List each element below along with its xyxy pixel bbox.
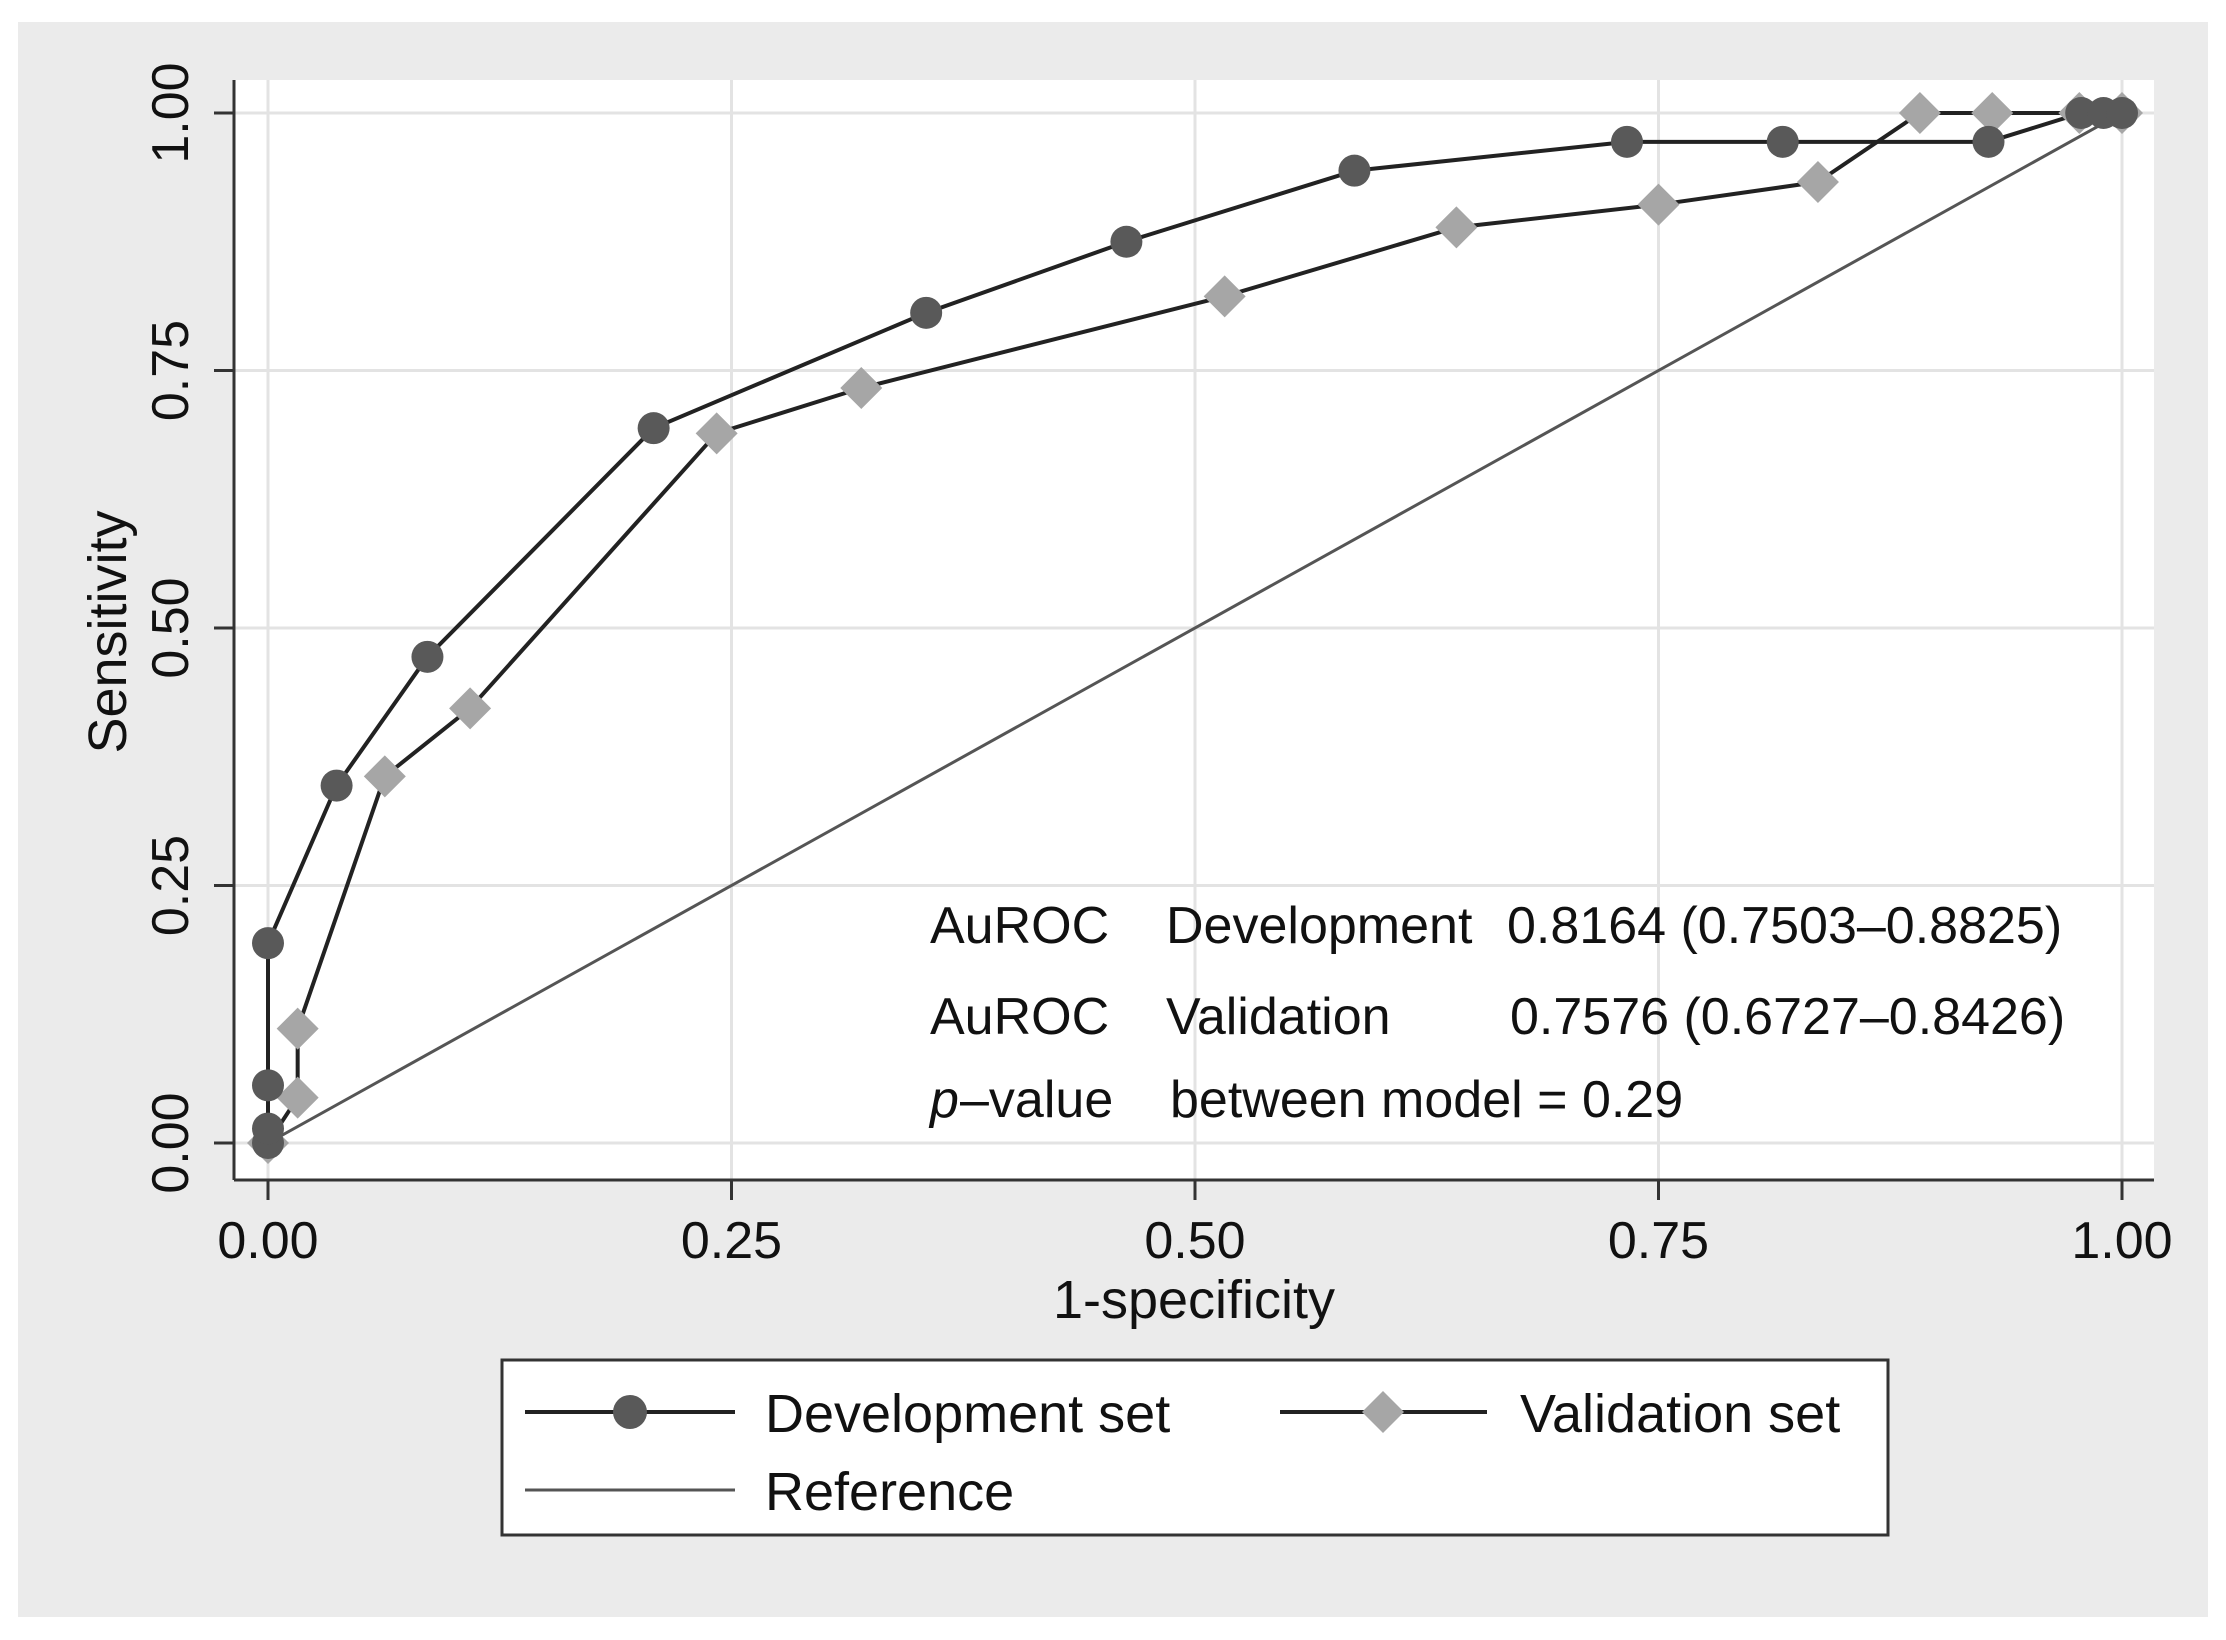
annotation-line1-label: AuROC (930, 897, 1109, 955)
development-set-point (252, 927, 284, 960)
validation-set-point (1637, 183, 1680, 226)
validation-set-point (276, 1007, 319, 1050)
legend-development-marker (613, 1395, 647, 1429)
development-set-point (252, 1112, 284, 1145)
development-set-point (2106, 97, 2138, 129)
series-layer (247, 92, 2143, 1164)
annotation-line2-label: AuROC (930, 988, 1109, 1046)
development-set-point (637, 412, 670, 445)
legend-validation-label: Validation set (1520, 1384, 1840, 1444)
development-set-point (252, 1069, 284, 1102)
development-set-point (1766, 125, 1799, 158)
legend: Development set Validation set Reference (500, 1358, 1890, 1537)
x-axis-title: 1-specificity (1053, 1270, 1335, 1330)
y-tick-label: 0.25 (142, 835, 200, 936)
y-tick-label: 0.75 (142, 320, 200, 421)
validation-set-point (1796, 161, 1839, 204)
development-set-point (1610, 125, 1643, 158)
validation-set-point (695, 412, 738, 455)
development-set-point (1972, 125, 2005, 158)
development-set-point (320, 769, 353, 802)
validation-set-point (1971, 92, 2014, 134)
validation-set-point (276, 1076, 319, 1119)
x-tick-label: 0.00 (217, 1212, 318, 1270)
auroc-annotation: AuROC Development 0.8164 (0.7503–0.8825)… (928, 897, 2065, 1129)
y-tick-label: 0.00 (142, 1092, 200, 1193)
annotation-line1-set: Development (1166, 897, 1473, 955)
development-set-point (411, 640, 444, 673)
development-set-point (910, 296, 943, 329)
annotation-line3-suffix: –value (960, 1071, 1113, 1129)
reference-line (267, 111, 2123, 1145)
development-set-line (266, 111, 2122, 1143)
legend-reference-label: Reference (765, 1462, 1014, 1522)
x-tick-label: 0.75 (1608, 1212, 1709, 1270)
y-tick-label: 0.50 (142, 577, 200, 678)
validation-set-point (449, 687, 492, 730)
development-set-point (2065, 97, 2098, 129)
x-tick-label: 0.50 (1144, 1212, 1245, 1270)
validation-set-point (1203, 275, 1246, 318)
annotation-line2-value: 0.7576 (0.6727–0.8426) (1510, 988, 2065, 1046)
legend-validation-marker (1362, 1391, 1404, 1433)
validation-set-point (1898, 92, 1941, 134)
y-tick-label: 1.00 (142, 62, 200, 163)
development-set-point (1338, 154, 1371, 187)
annotation-line3-p: p (928, 1071, 959, 1129)
x-tick-label: 1.00 (2071, 1212, 2172, 1270)
legend-development-label: Development set (765, 1384, 1170, 1444)
annotation-line2-set: Validation (1166, 988, 1391, 1046)
x-tick-label: 0.25 (681, 1212, 782, 1270)
y-axis-title: Sensitivity (78, 510, 138, 753)
annotation-line3-text: between model = 0.29 (1170, 1071, 1683, 1129)
development-set-point (1110, 225, 1143, 258)
validation-set-point (363, 755, 406, 798)
annotation-line1-value: 0.8164 (0.7503–0.8825) (1507, 897, 2062, 955)
validation-set-point (1435, 206, 1478, 249)
validation-set-point (840, 367, 883, 410)
legend-box (500, 1358, 1890, 1537)
ticks-layer: 0.00 0.00 0.25 0.25 0.50 0.50 0.75 0.75 1.00 1.00 (142, 62, 2173, 1270)
